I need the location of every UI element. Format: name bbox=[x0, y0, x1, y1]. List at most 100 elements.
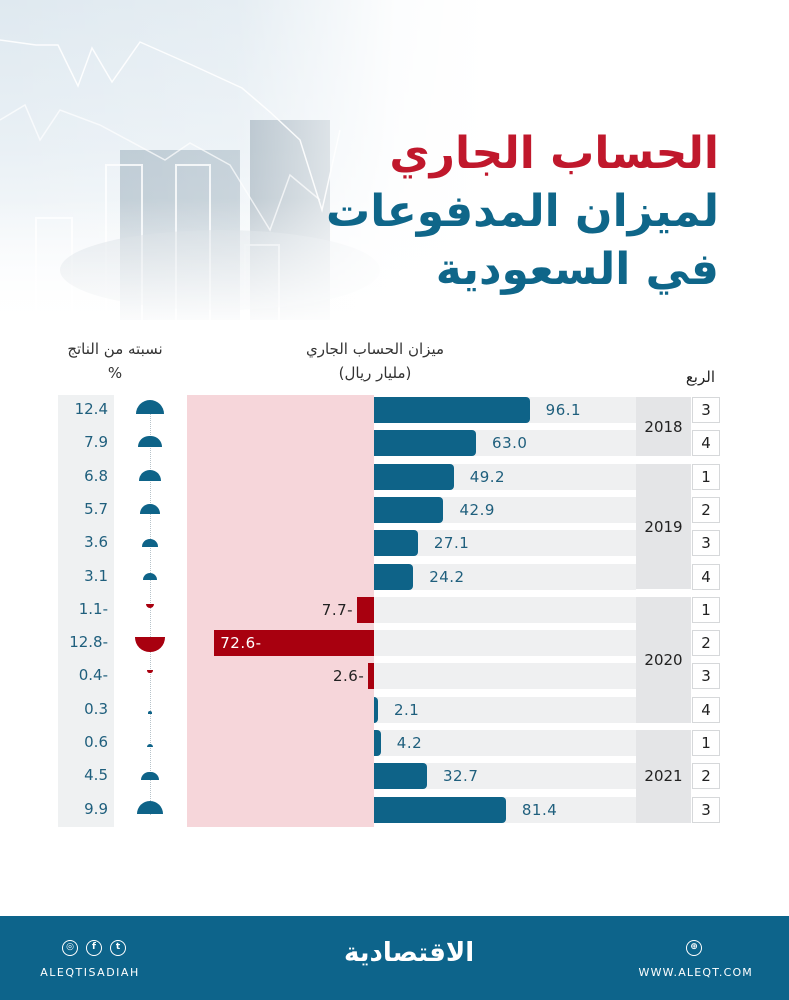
table-row: 63.0 7.9 4 bbox=[0, 429, 789, 457]
pct-semicircle bbox=[140, 504, 160, 514]
negative-bar[interactable] bbox=[368, 663, 374, 690]
quarter-box: 1 bbox=[692, 463, 720, 490]
bar-track bbox=[374, 663, 636, 690]
quarter-box: 3 bbox=[692, 530, 720, 557]
bar-value: 27.1 bbox=[433, 534, 470, 553]
quarter-box: 2 bbox=[692, 496, 720, 523]
pct-value: 9.9 bbox=[84, 799, 108, 818]
bar-track bbox=[374, 596, 636, 623]
bar-track bbox=[374, 696, 636, 723]
positive-bar[interactable] bbox=[374, 730, 381, 756]
quarter-box: 2 bbox=[692, 763, 720, 790]
table-row: 7.7- 1.1- 1 bbox=[0, 596, 789, 624]
pct-semicircle bbox=[146, 743, 154, 747]
bar-value: 2.6- bbox=[333, 667, 365, 686]
table-row: 42.9 5.7 2 bbox=[0, 496, 789, 524]
pct-value: 1.1- bbox=[78, 599, 108, 618]
pct-value: 0.3 bbox=[84, 699, 108, 718]
quarter-box: 3 bbox=[692, 796, 720, 823]
table-row: 96.1 12.4 3 bbox=[0, 396, 789, 424]
pct-value: 3.6 bbox=[84, 533, 108, 552]
website-link[interactable]: WWW.ALEQT.COM bbox=[638, 966, 753, 979]
positive-bar[interactable] bbox=[374, 796, 506, 823]
twitter-icon[interactable]: t bbox=[110, 940, 126, 956]
quarter-box: 3 bbox=[692, 397, 720, 423]
pct-column-background bbox=[58, 395, 114, 827]
bar-value: 4.2 bbox=[396, 734, 423, 752]
bar-track bbox=[374, 730, 636, 756]
pct-value: 0.4- bbox=[78, 666, 108, 685]
negative-zone-background bbox=[187, 395, 374, 827]
pct-value: 7.9 bbox=[84, 433, 108, 452]
table-row: 24.2 3.1 4 bbox=[0, 563, 789, 591]
balance-column-label: ميزان الحساب الجاري bbox=[305, 340, 445, 358]
quarter-box: 4 bbox=[692, 430, 720, 457]
pct-value: 6.8 bbox=[84, 466, 108, 485]
title-line-1: الحساب الجاري bbox=[389, 128, 719, 179]
table-row: 2.6- 0.4- 3 bbox=[0, 662, 789, 690]
pct-semicircle bbox=[135, 399, 165, 414]
pct-semicircle bbox=[139, 469, 161, 481]
positive-bar[interactable] bbox=[374, 530, 418, 557]
bar-value: 96.1 bbox=[545, 401, 582, 419]
social-handle[interactable]: ALEQTISADIAH bbox=[40, 966, 140, 979]
year-label: 2021 bbox=[636, 730, 691, 823]
positive-bar[interactable] bbox=[374, 563, 414, 590]
brand-logo: الاقتصادية bbox=[344, 938, 475, 968]
quarter-box: 4 bbox=[692, 696, 720, 723]
bar-track bbox=[374, 630, 636, 657]
table-row: 2.1 0.3 4 bbox=[0, 696, 789, 724]
year-label: 2020 bbox=[636, 596, 691, 723]
balance-column-unit: (مليار ريال) bbox=[338, 364, 412, 382]
pct-value: 12.8- bbox=[69, 633, 108, 652]
bar-value: 81.4 bbox=[521, 800, 558, 819]
positive-bar[interactable] bbox=[374, 397, 530, 423]
positive-bar[interactable] bbox=[374, 696, 378, 723]
instagram-icon[interactable]: ◎ bbox=[62, 940, 78, 956]
table-row: 49.2 6.8 1 bbox=[0, 463, 789, 491]
pct-semicircle bbox=[145, 603, 155, 609]
year-label: 2019 bbox=[636, 463, 691, 590]
pct-column-unit: % bbox=[107, 364, 123, 382]
negative-bar[interactable] bbox=[214, 630, 374, 657]
pct-value: 4.5 bbox=[84, 766, 108, 785]
quarter-box: 1 bbox=[692, 730, 720, 756]
table-row: 32.7 4.5 2 bbox=[0, 762, 789, 790]
bar-value: 7.7- bbox=[321, 600, 354, 619]
pct-value: 5.7 bbox=[84, 499, 108, 518]
quarter-box: 4 bbox=[692, 563, 720, 590]
pct-semicircle bbox=[147, 711, 153, 714]
table-row: 27.1 3.6 3 bbox=[0, 529, 789, 557]
pct-dotted-axis bbox=[150, 405, 151, 815]
positive-bar[interactable] bbox=[374, 463, 454, 490]
facebook-icon[interactable]: f bbox=[86, 940, 102, 956]
bar-track bbox=[374, 563, 636, 590]
bar-value: 42.9 bbox=[459, 500, 495, 519]
bar-value: 32.7 bbox=[442, 767, 479, 786]
pct-value: 0.6 bbox=[84, 733, 108, 751]
table-row: 4.2 0.6 1 bbox=[0, 729, 789, 757]
pct-semicircle bbox=[142, 539, 158, 548]
bar-value: 63.0 bbox=[492, 434, 528, 453]
positive-bar[interactable] bbox=[374, 763, 427, 790]
bar-value: 49.2 bbox=[469, 467, 506, 486]
title-line-3: في السعودية bbox=[435, 244, 719, 295]
table-row: 72.6- 12.8- 2 bbox=[0, 629, 789, 657]
pct-semicircle bbox=[141, 771, 159, 781]
hero-background-image bbox=[0, 0, 789, 330]
quarter-box: 1 bbox=[692, 596, 720, 623]
pct-semicircle bbox=[135, 637, 165, 652]
positive-bar[interactable] bbox=[374, 496, 444, 523]
positive-bar[interactable] bbox=[374, 430, 477, 457]
negative-bar[interactable] bbox=[357, 596, 374, 623]
pct-semicircle bbox=[137, 800, 163, 814]
pct-semicircle bbox=[147, 670, 153, 673]
bar-value: 2.1 bbox=[394, 700, 420, 719]
table-row: 81.4 9.9 3 bbox=[0, 796, 789, 824]
quarter-column-label: الربع bbox=[685, 368, 715, 386]
pct-column-label: نسبته من الناتج bbox=[67, 340, 163, 358]
year-label: 2018 bbox=[636, 397, 691, 457]
pct-semicircle bbox=[138, 435, 162, 448]
pct-value: 3.1 bbox=[84, 566, 108, 585]
globe-icon: ⊕ bbox=[686, 940, 702, 956]
